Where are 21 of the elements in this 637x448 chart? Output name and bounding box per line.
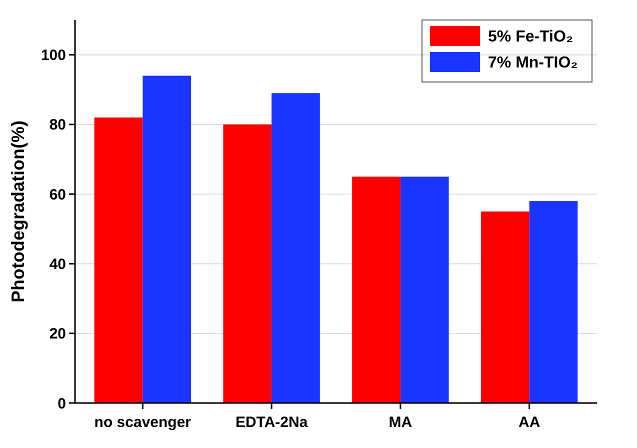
x-tick-label: MA: [388, 414, 412, 431]
legend-label: 5% Fe-TiO₂: [488, 28, 574, 46]
bar: [400, 176, 449, 403]
bar: [272, 93, 320, 403]
bar: [142, 76, 191, 403]
bar: [94, 117, 143, 403]
y-tick-label: 80: [49, 116, 66, 134]
legend-label: 7% Mn-TIO₂: [488, 54, 578, 72]
bar: [481, 212, 530, 403]
bar: [223, 124, 272, 403]
x-tick-label: no scavenger: [94, 414, 192, 431]
y-tick-label: 100: [40, 47, 66, 64]
y-axis-title: Photodegradation(%): [8, 120, 28, 302]
bar: [529, 201, 578, 403]
y-tick-label: 20: [49, 326, 66, 343]
y-tick-label: 0: [58, 395, 66, 412]
bar: [352, 176, 400, 403]
x-tick-label: AA: [518, 414, 540, 431]
x-tick-label: EDTA-2Na: [235, 414, 308, 431]
y-tick-label: 40: [49, 256, 66, 273]
y-tick-label: 60: [49, 186, 66, 204]
